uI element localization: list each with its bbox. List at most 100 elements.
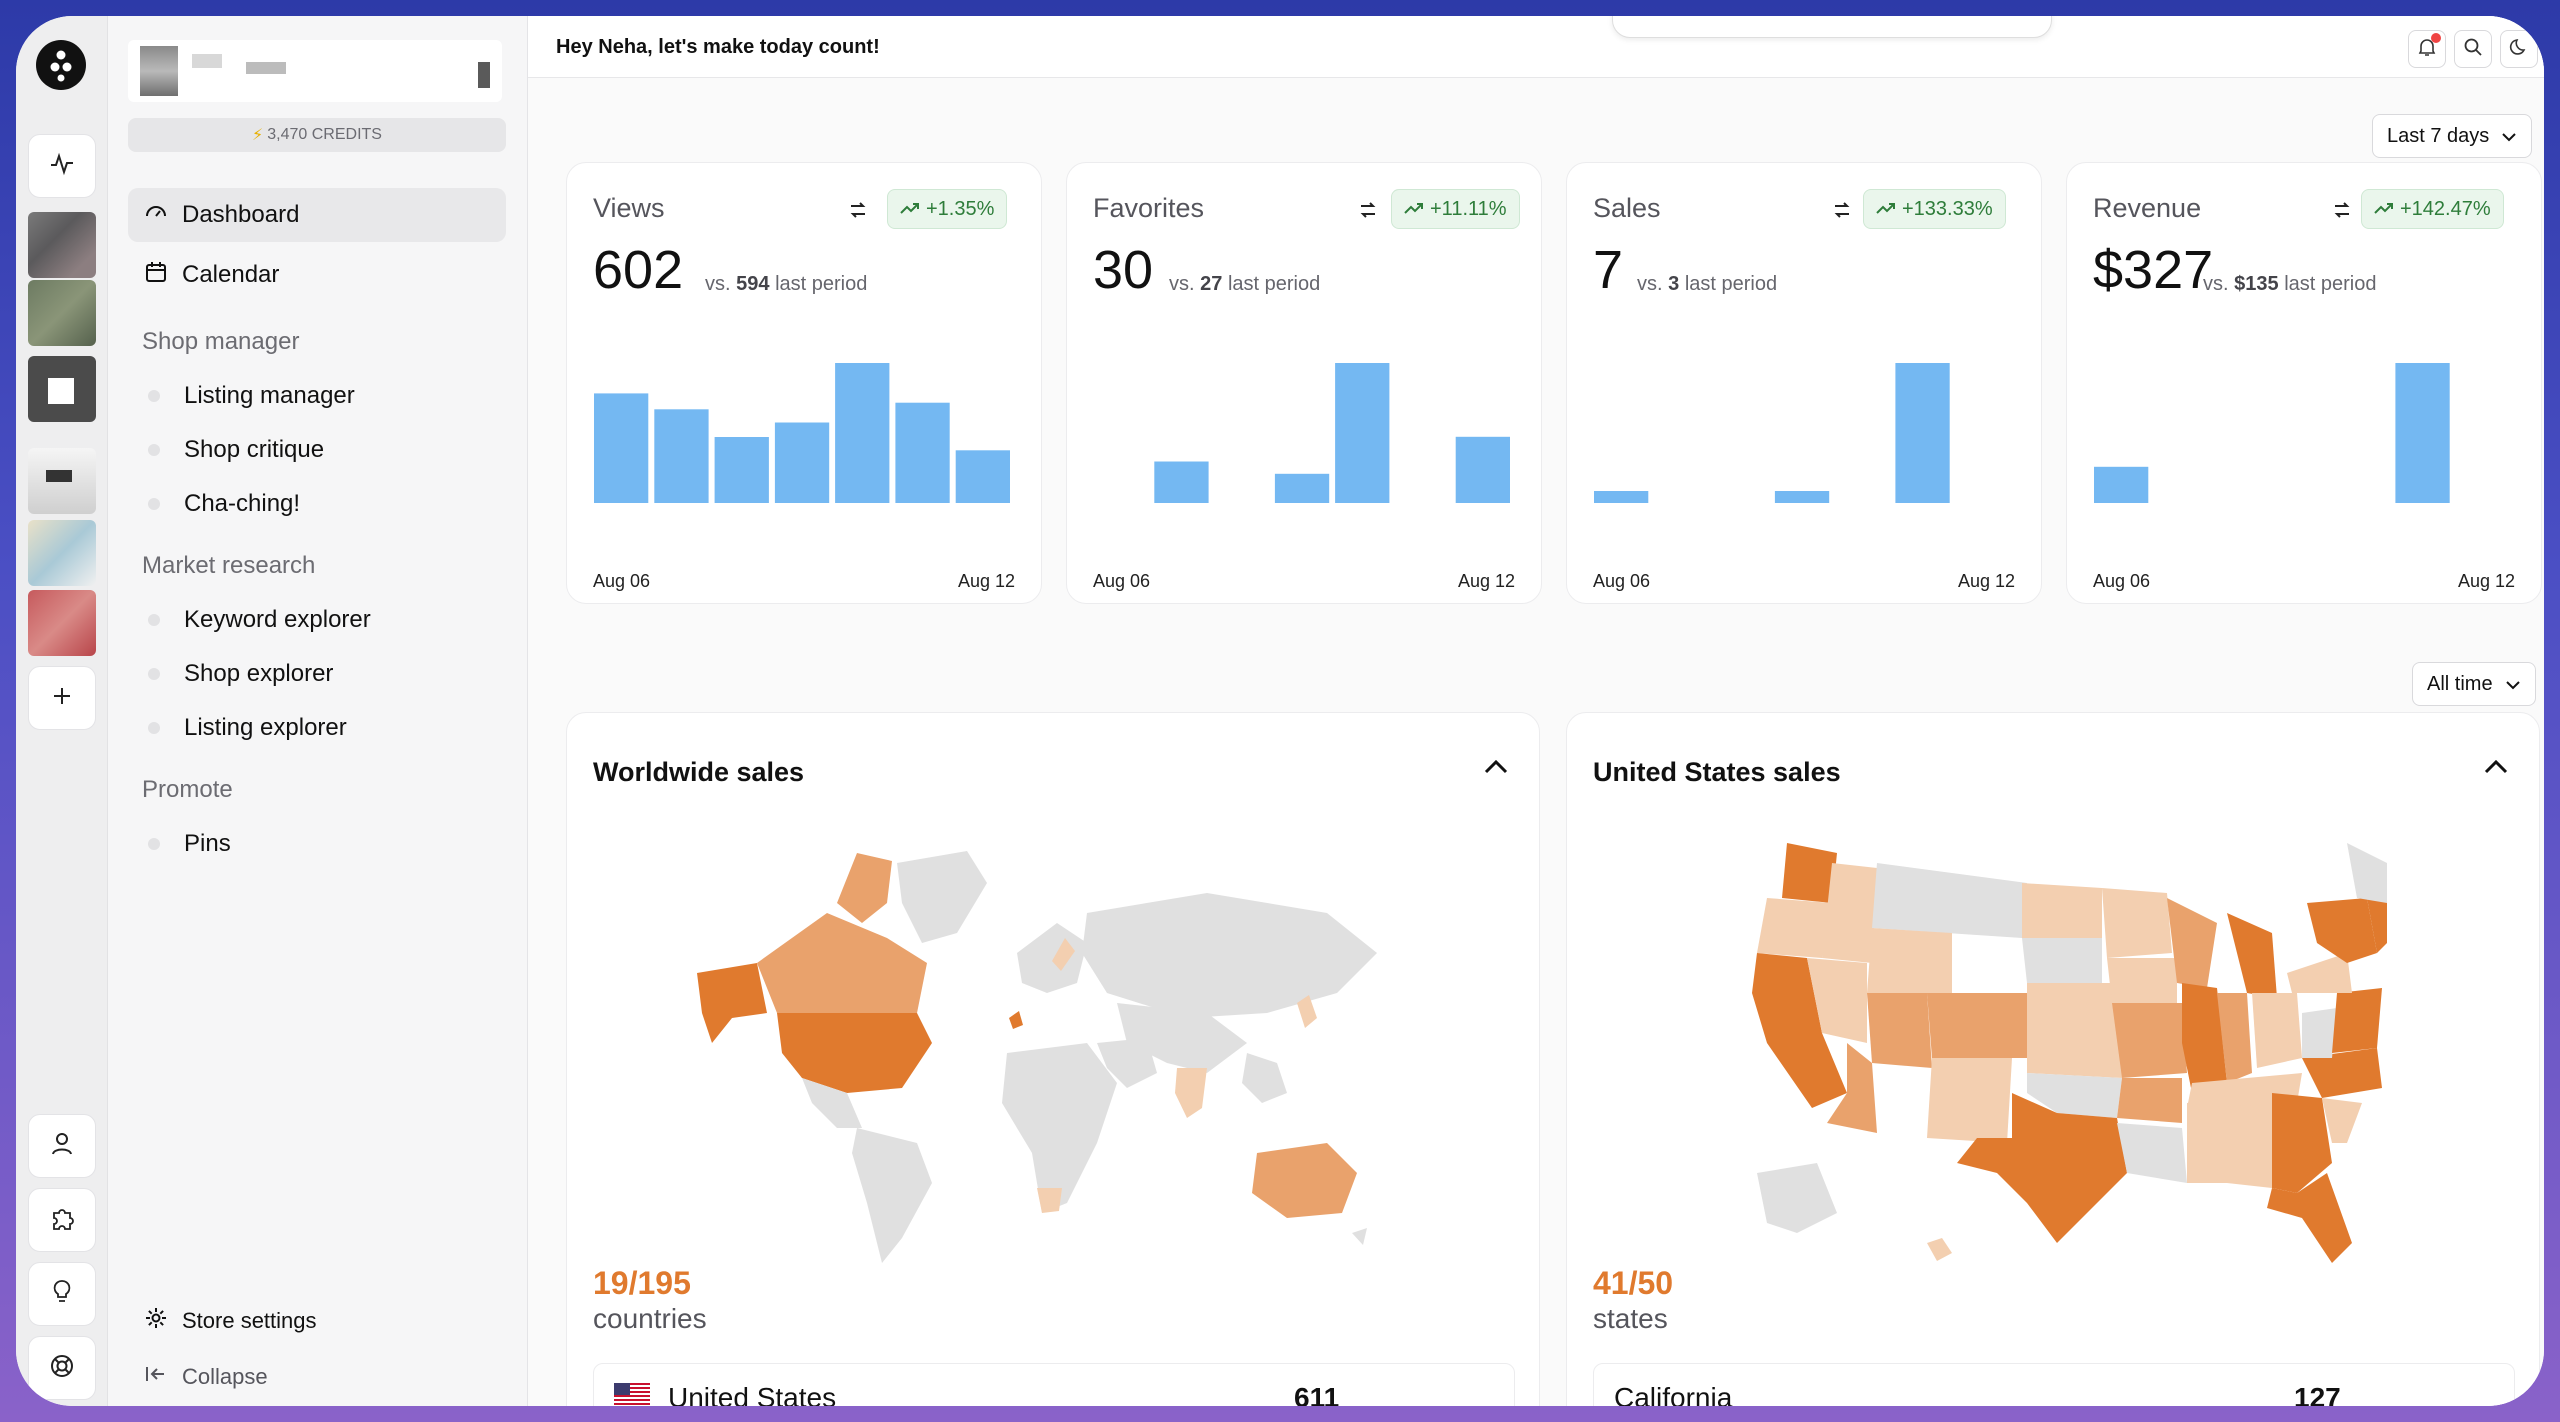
bar-aug-07[interactable] (654, 409, 709, 503)
gauge-icon (144, 200, 168, 231)
x-axis-end-label: Aug 12 (2457, 571, 2515, 591)
nav-keyword-explorer[interactable]: Keyword explorer (148, 600, 371, 640)
period-dropdown[interactable]: Last 7 days (2372, 114, 2533, 158)
bar-aug-06[interactable] (2094, 466, 2149, 503)
add-store-button[interactable] (28, 666, 96, 730)
store-thumbnail-2[interactable] (28, 280, 96, 346)
nav-dashboard[interactable]: Dashboard (128, 188, 506, 242)
us-count-label: states (1593, 1303, 1668, 1334)
store-menu-handle[interactable] (478, 62, 490, 88)
collapse-us-button[interactable] (2483, 759, 2509, 780)
store-thumbnail-6[interactable] (28, 590, 96, 656)
activity-button[interactable] (28, 134, 96, 198)
bar-aug-11[interactable] (895, 402, 950, 503)
compare-toggle-button[interactable] (1357, 199, 1379, 226)
nav-pins-label: Pins (184, 830, 231, 857)
collapse-button[interactable]: Collapse (144, 1362, 268, 1392)
bar-aug-09[interactable] (774, 422, 830, 504)
us-sales-card: United States sales (1566, 712, 2540, 1406)
notifications-button[interactable] (2408, 30, 2446, 68)
store-settings-label: Store settings (182, 1308, 317, 1333)
bar-aug-12[interactable] (1455, 436, 1510, 503)
us-count: 41/50 (1593, 1265, 1674, 1301)
section-promote: Promote (142, 776, 233, 803)
x-axis-end-label: Aug 12 (957, 571, 1015, 591)
nav-dashboard-label: Dashboard (182, 201, 300, 228)
bar-aug-09[interactable] (1274, 473, 1330, 503)
stat-card-title: Views (593, 193, 665, 223)
stat-card-revenue: Revenue +142.47% $327 vs. $135 last peri… (2066, 162, 2542, 604)
chevron-up-icon (1483, 759, 1509, 779)
account-button[interactable] (28, 1114, 96, 1178)
comparison-prefix: vs. (705, 273, 731, 295)
store-thumbnail-3[interactable] (28, 356, 96, 422)
nav-listing-manager[interactable]: Listing manager (148, 376, 355, 416)
nav-cha-ching[interactable]: Cha-ching! (148, 484, 300, 524)
nav-listing-explorer[interactable]: Listing explorer (148, 708, 347, 748)
plus-icon (51, 685, 73, 712)
bar-aug-12[interactable] (955, 450, 1010, 503)
bar-aug-11[interactable] (2395, 363, 2450, 503)
compare-toggle-button[interactable] (1831, 199, 1853, 226)
nav-listing-manager-label: Listing manager (184, 382, 355, 409)
nav-shop-critique[interactable]: Shop critique (148, 430, 324, 470)
integrations-button[interactable] (28, 1188, 96, 1252)
search-icon (2463, 37, 2483, 62)
greeting-text: Hey Neha, let's make today count! (556, 36, 880, 58)
trend-up-icon (2374, 198, 2394, 221)
store-thumbnail-5[interactable] (28, 520, 96, 586)
main-content: Hey Neha, let's make today count! Last (528, 16, 2544, 1406)
search-button[interactable] (2454, 30, 2492, 68)
stat-card-bar-chart (594, 363, 1010, 504)
bar-aug-06[interactable] (1594, 491, 1649, 503)
nav-shop-explorer[interactable]: Shop explorer (148, 654, 333, 694)
compare-toggle-button[interactable] (847, 199, 869, 226)
us-map[interactable] (1727, 843, 2387, 1273)
nav-pins[interactable]: Pins (148, 824, 231, 864)
compare-toggle-button[interactable] (2331, 199, 2353, 226)
x-axis-end-label: Aug 12 (1957, 571, 2015, 591)
store-switcher[interactable] (128, 40, 502, 102)
stat-card-comparison: vs. $135 last period (2203, 273, 2376, 296)
nav-cha-ching-label: Cha-ching! (184, 490, 301, 517)
top-state-row[interactable]: California 127 (1593, 1363, 2515, 1406)
help-button[interactable] (28, 1336, 96, 1400)
top-state-value: 127 (2294, 1382, 2341, 1406)
bar-aug-10[interactable] (1335, 363, 1390, 503)
calendar-icon (144, 260, 168, 291)
stat-card-bar-chart (1154, 363, 1510, 504)
app-logo[interactable] (36, 40, 86, 90)
bar-aug-10[interactable] (835, 363, 890, 503)
bar-aug-08[interactable] (714, 437, 769, 503)
store-settings-link[interactable]: Store settings (144, 1306, 317, 1336)
bar-aug-06[interactable] (594, 393, 649, 503)
store-thumbnail-1[interactable] (28, 212, 96, 278)
world-map[interactable] (687, 843, 1387, 1263)
stat-card-views: Views +1.35% 602 vs. 594 last period Aug… (566, 162, 1042, 604)
map-period-dropdown[interactable]: All time (2412, 662, 2536, 706)
store-thumbnail-4[interactable] (28, 448, 96, 514)
bar-aug-07[interactable] (1154, 461, 1209, 504)
bar-aug-11[interactable] (1895, 363, 1950, 503)
stat-card-title: Sales (1593, 193, 1661, 223)
nav-calendar[interactable]: Calendar (128, 248, 506, 302)
worldwide-sales-title: Worldwide sales (593, 757, 805, 787)
nav-listing-explorer-label: Listing explorer (184, 714, 347, 741)
app-window: ⚡ 3,470 CREDITS Dashboard Calendar Shop … (16, 16, 2544, 1406)
bar-aug-09[interactable] (1774, 491, 1830, 503)
top-country-row[interactable]: United States 611 (593, 1363, 1515, 1406)
period-dropdown-label: Last 7 days (2387, 124, 2490, 147)
us-flag-icon (614, 1382, 650, 1406)
stat-card-comparison: vs. 3 last period (1637, 273, 1777, 296)
lifebuoy-icon (49, 1353, 75, 1384)
change-badge-value: +142.47% (2400, 197, 2491, 220)
floating-panel-edge (1612, 16, 2052, 38)
comparison-suffix: last period (1227, 273, 1321, 295)
theme-toggle-button[interactable] (2500, 30, 2538, 68)
collapse-worldwide-button[interactable] (1483, 759, 1509, 780)
stat-card-comparison: vs. 594 last period (705, 273, 867, 296)
stat-card-value: 602 (593, 240, 684, 300)
collapse-icon (144, 1362, 168, 1392)
ideas-button[interactable] (28, 1262, 96, 1326)
top-bar: Hey Neha, let's make today count! (528, 16, 2544, 78)
